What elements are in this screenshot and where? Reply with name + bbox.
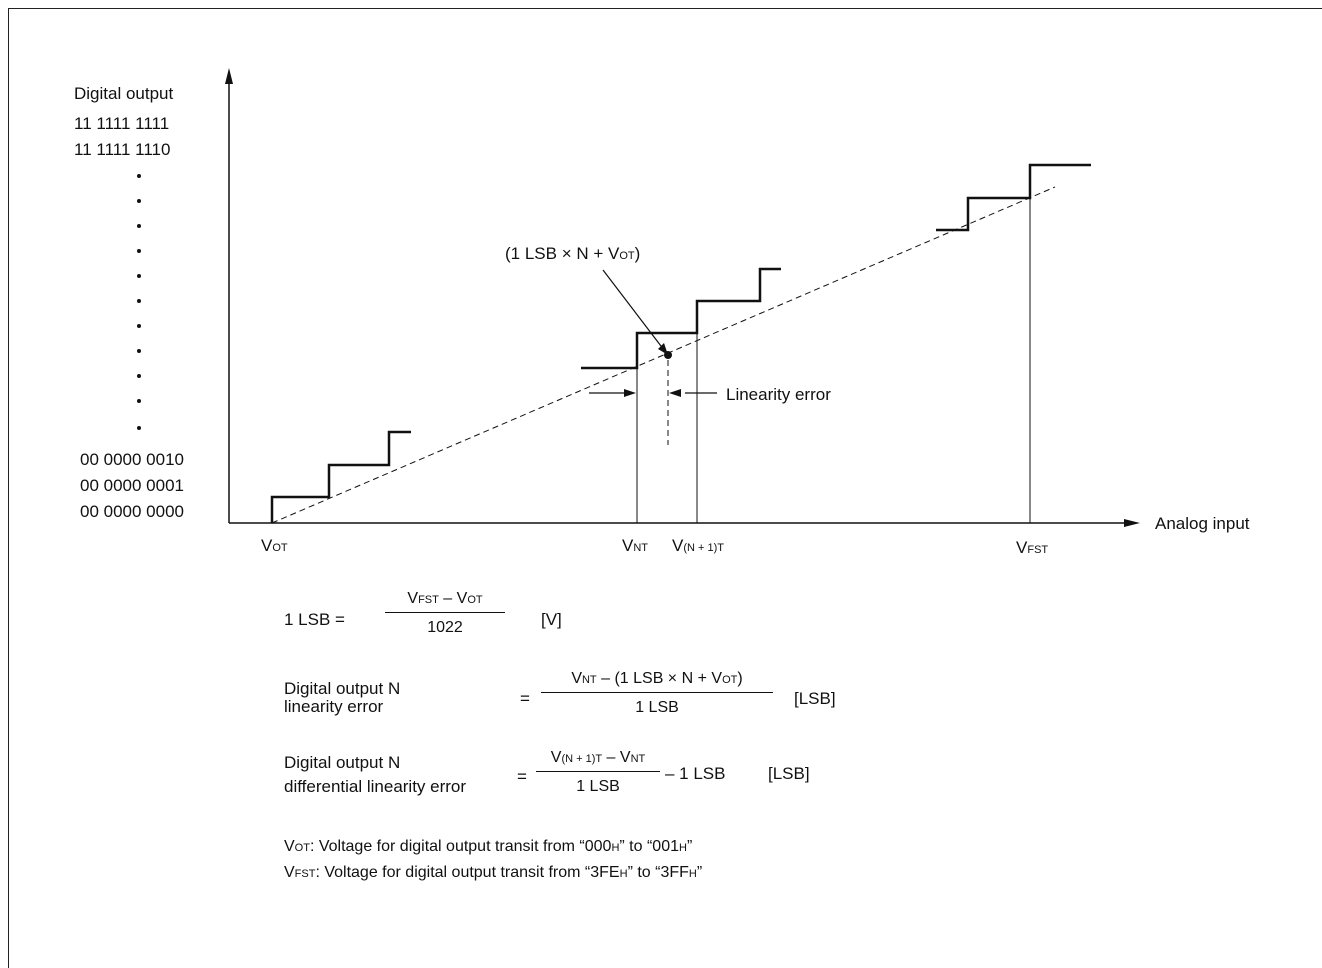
lsb-formula-lhs: 1 LSB = xyxy=(284,610,345,629)
error-arrowhead-right xyxy=(669,389,681,397)
le-label-line2: linearity error xyxy=(284,697,384,716)
ideal-line xyxy=(271,186,1056,524)
linearity-error-label: Linearity error xyxy=(726,385,831,404)
le-unit: [LSB] xyxy=(794,689,836,708)
figure-frame xyxy=(8,8,1322,968)
dle-label-line2: differential linearity error xyxy=(284,777,467,796)
le-fraction: VNT – (1 LSB × N + VOT) 1 LSB xyxy=(541,670,773,717)
staircase-mid xyxy=(581,267,781,370)
diagram-canvas xyxy=(225,68,1140,527)
label-vn1t: V(N + 1)T xyxy=(672,536,724,555)
y-code-max-minus-1: 11 1111 1110 xyxy=(74,140,171,159)
dle-equals: = xyxy=(517,767,527,786)
note-vot: VOT: Voltage for digital output transit … xyxy=(284,838,693,855)
dle-unit: [LSB] xyxy=(768,764,810,783)
y-code-1: 00 0000 0001 xyxy=(80,476,184,495)
dle-fraction: V(N + 1)T – VNT 1 LSB xyxy=(536,749,660,796)
label-vnt: VNT xyxy=(622,536,649,555)
lsb-fraction: VFST – VOT 1022 xyxy=(385,590,505,637)
y-axis-arrowhead xyxy=(225,68,233,84)
ideal-point-marker xyxy=(664,351,672,359)
ideal-point-label: (1 LSB × N + VOT) xyxy=(505,244,641,263)
note-vfst: VFST: Voltage for digital output transit… xyxy=(284,864,703,881)
point-callout-line xyxy=(602,269,665,351)
label-vot: VOT xyxy=(261,536,288,555)
y-code-0: 00 0000 0000 xyxy=(80,502,184,521)
y-code-2: 00 0000 0010 xyxy=(80,450,184,469)
y-code-max: 11 1111 1111 xyxy=(74,114,170,133)
x-axis-title: Analog input xyxy=(1155,514,1250,533)
le-label-line1: Digital output N xyxy=(284,679,401,698)
staircase-high xyxy=(936,163,1091,232)
x-axis-arrowhead xyxy=(1124,519,1140,527)
staircase-low xyxy=(270,430,411,523)
le-equals: = xyxy=(520,689,530,708)
error-arrowhead-left xyxy=(624,389,636,397)
label-vfst: VFST xyxy=(1016,538,1049,557)
lsb-unit: [V] xyxy=(541,610,562,629)
y-axis-title: Digital output xyxy=(74,84,174,103)
dle-tail: – 1 LSB xyxy=(665,764,726,783)
dle-label-line1: Digital output N xyxy=(284,753,401,772)
